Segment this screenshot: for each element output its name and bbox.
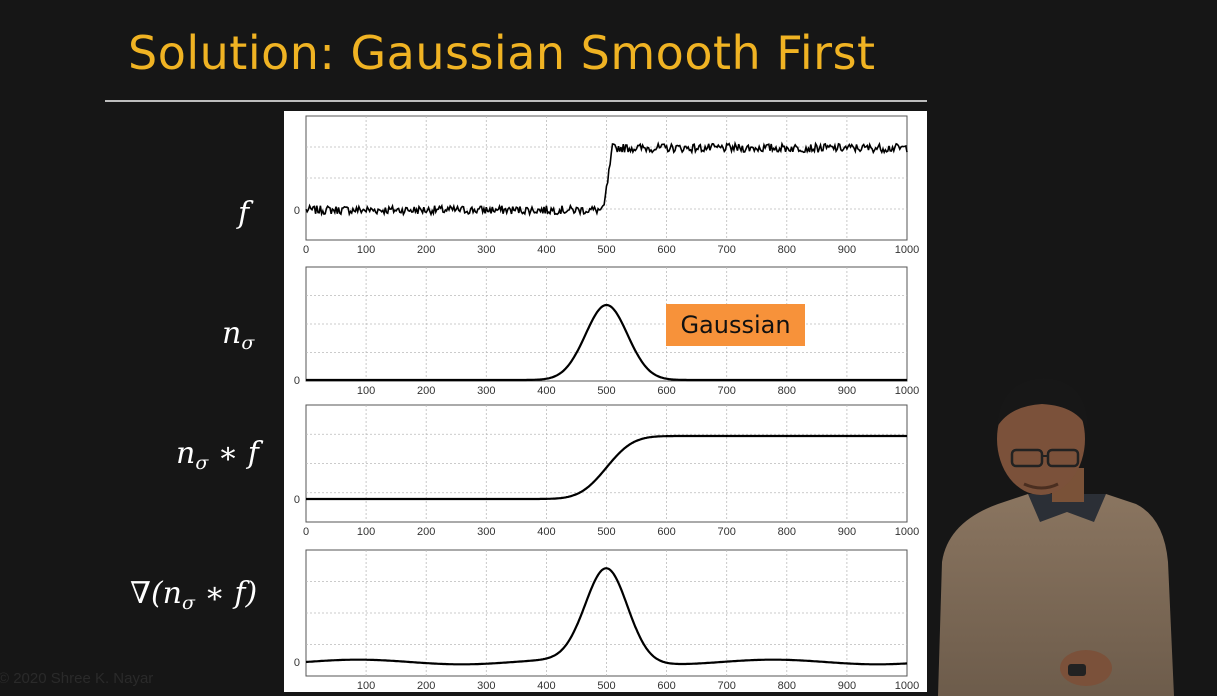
x-tick-label: 800 <box>778 680 796 692</box>
series-line-2 <box>306 434 907 501</box>
x-tick-label: 800 <box>778 244 796 256</box>
y-tick-label: 0 <box>294 494 300 506</box>
x-tick-label: 700 <box>718 680 736 692</box>
x-tick-label: 400 <box>537 526 555 538</box>
label-convolution: nσ ∗ f <box>176 436 259 474</box>
x-tick-label: 700 <box>718 385 736 397</box>
x-tick-label: 900 <box>838 244 856 256</box>
label-conv-sigma: σ <box>195 452 209 474</box>
x-tick-label: 0 <box>303 526 309 538</box>
x-tick-label: 400 <box>537 244 555 256</box>
label-sigma-sub: σ <box>241 332 255 354</box>
x-tick-label: 500 <box>597 680 615 692</box>
x-tick-label: 200 <box>417 385 435 397</box>
x-tick-label: 0 <box>303 244 309 256</box>
label-conv-n: n <box>176 436 196 471</box>
x-tick-label: 200 <box>417 244 435 256</box>
x-tick-label: 500 <box>597 244 615 256</box>
slide-title: Solution: Gaussian Smooth First <box>128 26 876 80</box>
label-n-text: n <box>222 316 242 351</box>
x-tick-label: 600 <box>657 680 675 692</box>
label-grad-n: n <box>162 576 182 611</box>
x-tick-label: 700 <box>718 244 736 256</box>
copyright-text: © 2020 Shree K. Nayar <box>0 670 154 687</box>
x-tick-label: 600 <box>657 244 675 256</box>
x-tick-label: 800 <box>778 385 796 397</box>
series-line-3 <box>305 567 908 666</box>
label-grad-sigma: σ <box>181 592 195 614</box>
x-tick-label: 500 <box>597 385 615 397</box>
label-gradient: ∇(nσ ∗ f) <box>130 576 257 614</box>
x-tick-label: 900 <box>838 385 856 397</box>
label-grad-close: ∗ f) <box>194 576 258 611</box>
x-tick-label: 600 <box>657 526 675 538</box>
gaussian-badge: Gaussian <box>666 304 805 346</box>
x-tick-label: 1000 <box>895 680 919 692</box>
x-tick-label: 300 <box>477 385 495 397</box>
x-tick-label: 800 <box>778 526 796 538</box>
x-tick-label: 900 <box>838 526 856 538</box>
x-tick-label: 100 <box>357 680 375 692</box>
x-tick-label: 400 <box>537 385 555 397</box>
label-f: f <box>238 196 249 231</box>
x-tick-label: 100 <box>357 385 375 397</box>
x-tick-label: 300 <box>477 526 495 538</box>
x-tick-label: 700 <box>718 526 736 538</box>
x-tick-label: 200 <box>417 680 435 692</box>
x-tick-label: 100 <box>357 526 375 538</box>
x-tick-label: 1000 <box>895 385 919 397</box>
series-line-1 <box>306 303 907 382</box>
title-underline <box>105 100 927 102</box>
label-f-text: f <box>238 196 250 231</box>
x-tick-label: 100 <box>357 244 375 256</box>
x-tick-label: 300 <box>477 680 495 692</box>
label-grad-open: ∇( <box>130 576 163 611</box>
x-tick-label: 500 <box>597 526 615 538</box>
x-tick-label: 600 <box>657 385 675 397</box>
plot-panel: 0 0 100 200 300 400 500 600 700 800 900 1000 0 100 200… <box>284 111 927 692</box>
label-conv-op: ∗ f <box>208 436 259 471</box>
y-tick-label: 0 <box>294 657 300 669</box>
x-tick-label: 1000 <box>895 244 919 256</box>
x-tick-label: 900 <box>838 680 856 692</box>
y-tick-label: 0 <box>294 375 300 387</box>
y-tick-label: 0 <box>294 205 300 217</box>
x-tick-label: 400 <box>537 680 555 692</box>
presenter-figure <box>938 378 1174 696</box>
x-tick-label: 200 <box>417 526 435 538</box>
presenter-video <box>928 372 1217 696</box>
label-n-sigma: nσ <box>222 316 254 354</box>
x-tick-label: 1000 <box>895 526 919 538</box>
series-line-0 <box>305 140 908 217</box>
x-tick-label: 300 <box>477 244 495 256</box>
